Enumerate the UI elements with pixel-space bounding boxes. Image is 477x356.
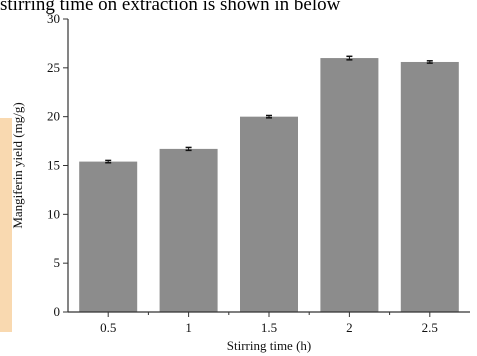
x-ticks: 0.5 1 1.5 2 2.5 (100, 312, 438, 335)
y-tick-label: 30 (47, 11, 60, 26)
y-axis-title: Mangiferin yield (mg/g) (10, 102, 25, 228)
x-tick-label: 1.5 (261, 320, 277, 335)
y-tick-label: 15 (47, 158, 60, 173)
bar (320, 58, 379, 312)
x-tick-label: 2 (346, 320, 353, 335)
y-tick-label: 25 (47, 60, 60, 75)
bar (400, 61, 459, 313)
y-tick-label: 5 (54, 255, 61, 270)
x-tick-label: 0.5 (100, 320, 116, 335)
y-tick-label: 10 (47, 206, 60, 221)
bar (79, 161, 138, 312)
bar (240, 116, 298, 313)
bars-layer (79, 58, 459, 313)
caption-text: stirring time on extraction is shown in … (0, 0, 341, 15)
decorative-accent-strip (0, 118, 12, 332)
y-tick-label: 0 (54, 304, 61, 319)
y-ticks: 0 5 10 15 20 25 30 (47, 11, 68, 319)
x-axis-title: Stirring time (h) (227, 338, 312, 353)
bar (159, 148, 218, 312)
error-bars-layer (105, 55, 433, 164)
x-tick-label: 1 (185, 320, 192, 335)
x-tick-label: 2.5 (422, 320, 438, 335)
y-tick-label: 20 (47, 109, 60, 124)
